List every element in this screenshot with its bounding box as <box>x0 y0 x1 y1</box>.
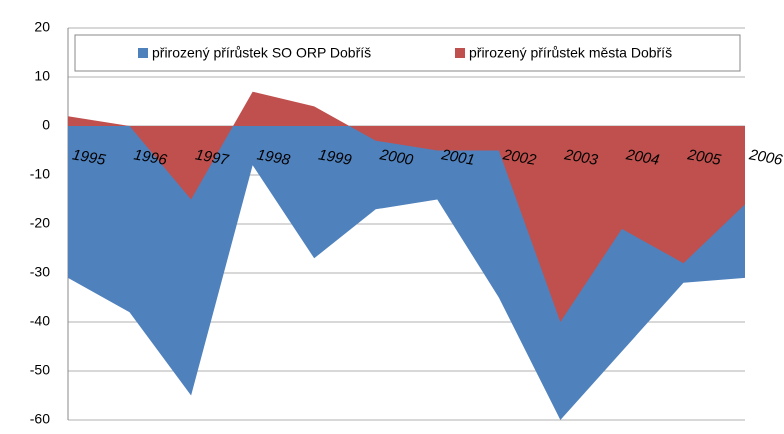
area <box>68 91 745 322</box>
y-tick-label: 0 <box>42 117 50 133</box>
y-tick-label: -30 <box>30 264 50 280</box>
x-tick-label: 1995 <box>71 146 107 169</box>
x-tick-label: 2002 <box>501 146 538 169</box>
y-tick-label: -10 <box>30 166 50 182</box>
x-tick-label: 2001 <box>439 146 476 169</box>
y-tick-label: -40 <box>30 313 50 329</box>
x-tick-label: 2003 <box>562 146 599 169</box>
x-tick-label: 1997 <box>194 146 230 169</box>
legend-swatch <box>138 48 148 58</box>
x-tick-label: 2000 <box>378 146 415 169</box>
x-tick-label: 2006 <box>747 146 784 169</box>
y-tick-label: -50 <box>30 362 50 378</box>
y-tick-label: 10 <box>34 68 50 84</box>
x-tick-label: 1999 <box>317 146 353 169</box>
y-tick-label: -20 <box>30 215 50 231</box>
legend-label: přirozený přírůstek SO ORP Dobříš <box>152 45 371 61</box>
legend-box <box>74 34 741 72</box>
y-tick-label: 20 <box>34 19 50 35</box>
legend-label: přirozený přírůstek města Dobříš <box>469 45 672 61</box>
x-tick-label: 1996 <box>132 146 168 169</box>
y-tick-label: -60 <box>30 411 50 427</box>
x-tick-label: 1998 <box>256 146 292 169</box>
legend-swatch <box>455 48 465 58</box>
x-tick-label: 2005 <box>685 146 722 169</box>
x-tick-label: 2004 <box>624 146 661 169</box>
